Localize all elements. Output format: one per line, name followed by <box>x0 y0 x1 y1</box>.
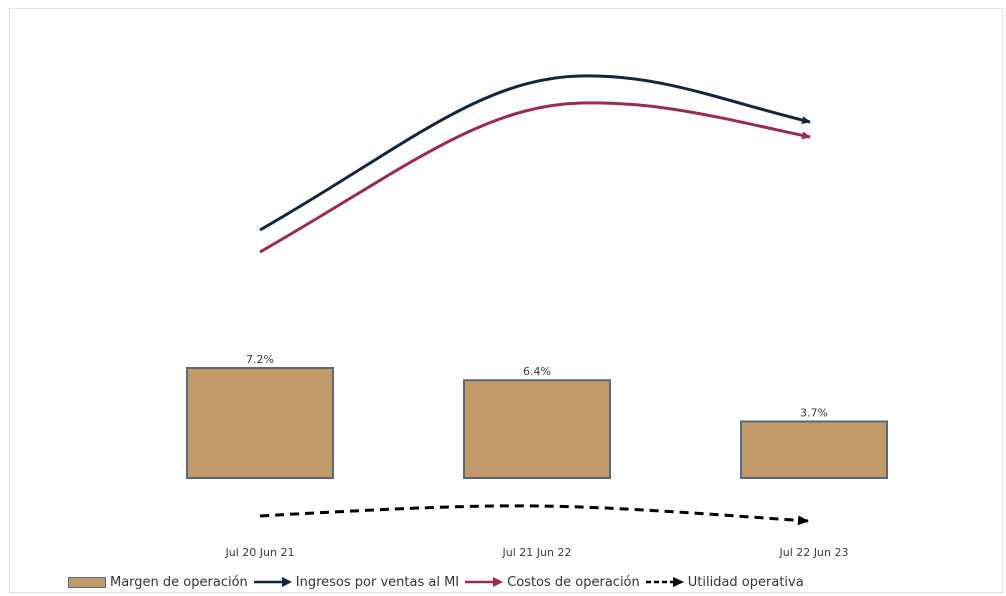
x-tick-label: Jul 20 Jun 21 <box>225 546 295 559</box>
legend-dashed-arrow-icon <box>645 577 684 587</box>
legend-label-utilidad: Utilidad operativa <box>687 574 804 590</box>
legend-label-costos: Costos de operación <box>507 574 640 590</box>
bar-value-label: 7.2% <box>246 353 274 366</box>
x-tick-label: Jul 21 Jun 22 <box>502 546 572 559</box>
bar-value-label: 6.4% <box>523 365 551 378</box>
legend-arrow-icon <box>253 577 292 587</box>
bar-value-label: 3.7% <box>800 406 828 419</box>
chart-legend: Margen de operación Ingresos por ventas … <box>68 572 804 592</box>
costos-trend-line <box>259 101 811 254</box>
legend-item-ingresos: Ingresos por ventas al MI <box>253 574 460 590</box>
legend-swatch-bar <box>68 576 106 588</box>
legend-label-margen: Margen de operación <box>110 574 248 590</box>
legend-arrow-icon <box>465 577 504 587</box>
legend-item-utilidad: Utilidad operativa <box>645 574 804 590</box>
legend-item-costos: Costos de operación <box>465 575 640 590</box>
legend-item-margen: Margen de operación <box>68 575 248 590</box>
chart-frame <box>9 8 1003 593</box>
x-tick-label: Jul 22 Jun 23 <box>779 546 849 559</box>
legend-label-ingresos: Ingresos por ventas al MI <box>295 574 460 590</box>
bar-margen-1 <box>463 379 611 480</box>
utilidad-trend-line <box>259 504 809 526</box>
bar-margen-0 <box>186 367 334 479</box>
ingresos-trend-line <box>259 74 811 232</box>
bar-margen-2 <box>740 420 888 480</box>
